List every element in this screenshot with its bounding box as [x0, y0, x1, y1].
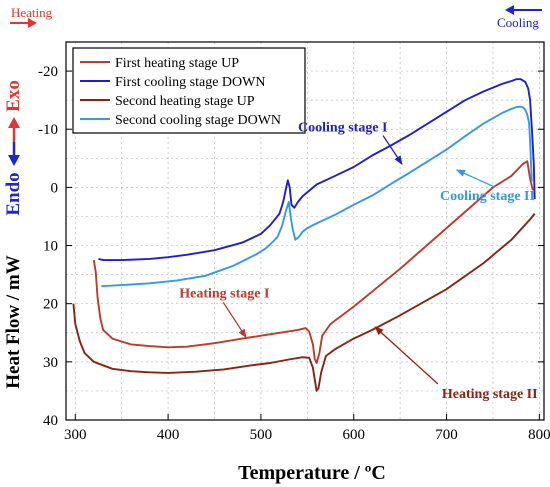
cooling-arrow-icon: [505, 5, 542, 15]
y-tick-label: 0: [51, 180, 59, 196]
annotation-arrow: [374, 326, 439, 385]
y-tick-label: 30: [43, 355, 58, 371]
x-axis-label: Temperature / ºC: [238, 462, 386, 484]
y-tick-label: 20: [43, 297, 58, 313]
x-tick-label: 400: [157, 427, 180, 443]
series-line-3: [72, 213, 536, 392]
exo-endo-arrow: [8, 117, 20, 166]
annotation-label: Cooling stage II: [440, 189, 535, 204]
x-tick-label: 700: [435, 427, 458, 443]
y-tick-label: 10: [43, 239, 58, 255]
annotation-arrow: [222, 301, 247, 339]
legend-entry: Second heating stage UP: [115, 94, 255, 109]
annotation-arrow: [382, 135, 403, 165]
annotations: Cooling stage I Cooling stage II Heating s…: [179, 121, 537, 402]
data-series: [72, 78, 536, 392]
annotation-label: Heating stage I: [179, 286, 269, 301]
series-line-4: [101, 105, 533, 288]
x-tick-label: 300: [64, 427, 87, 443]
y-tick-label: 40: [43, 413, 58, 429]
legend-entry: First cooling stage DOWN: [115, 75, 265, 90]
legend: First heating stage UP First cooling stag…: [72, 47, 306, 134]
y-axis-label: Heat Flow / mW: [3, 255, 24, 389]
annotation-arrow: [455, 169, 496, 188]
legend-box: [72, 47, 306, 134]
heating-corner-label: Heating: [11, 5, 53, 20]
x-tick-label: 800: [528, 427, 550, 443]
heating-arrow-icon: [10, 18, 37, 28]
legend-entry: First heating stage UP: [115, 56, 239, 71]
cooling-corner-label: Cooling: [497, 15, 539, 30]
series-line-1: [92, 160, 534, 364]
x-tick-label: 500: [250, 427, 273, 443]
y-tick-label: -10: [38, 122, 58, 138]
series-line-2: [98, 78, 536, 262]
annotation-label: Cooling stage I: [298, 121, 387, 136]
legend-entry: Second cooling stage DOWN: [115, 113, 281, 128]
y-axis-endo-label: Endo: [3, 172, 24, 215]
y-tick-label: -20: [38, 64, 58, 80]
x-tick-label: 600: [342, 427, 365, 443]
plot-frame: [65, 41, 545, 421]
annotation-label: Heating stage II: [442, 387, 538, 402]
axis-ticks: 300 400 500 600 700 800 -20 -10 0 10 20 30 40: [38, 64, 550, 443]
y-axis-exo-label: Exo: [3, 80, 24, 112]
